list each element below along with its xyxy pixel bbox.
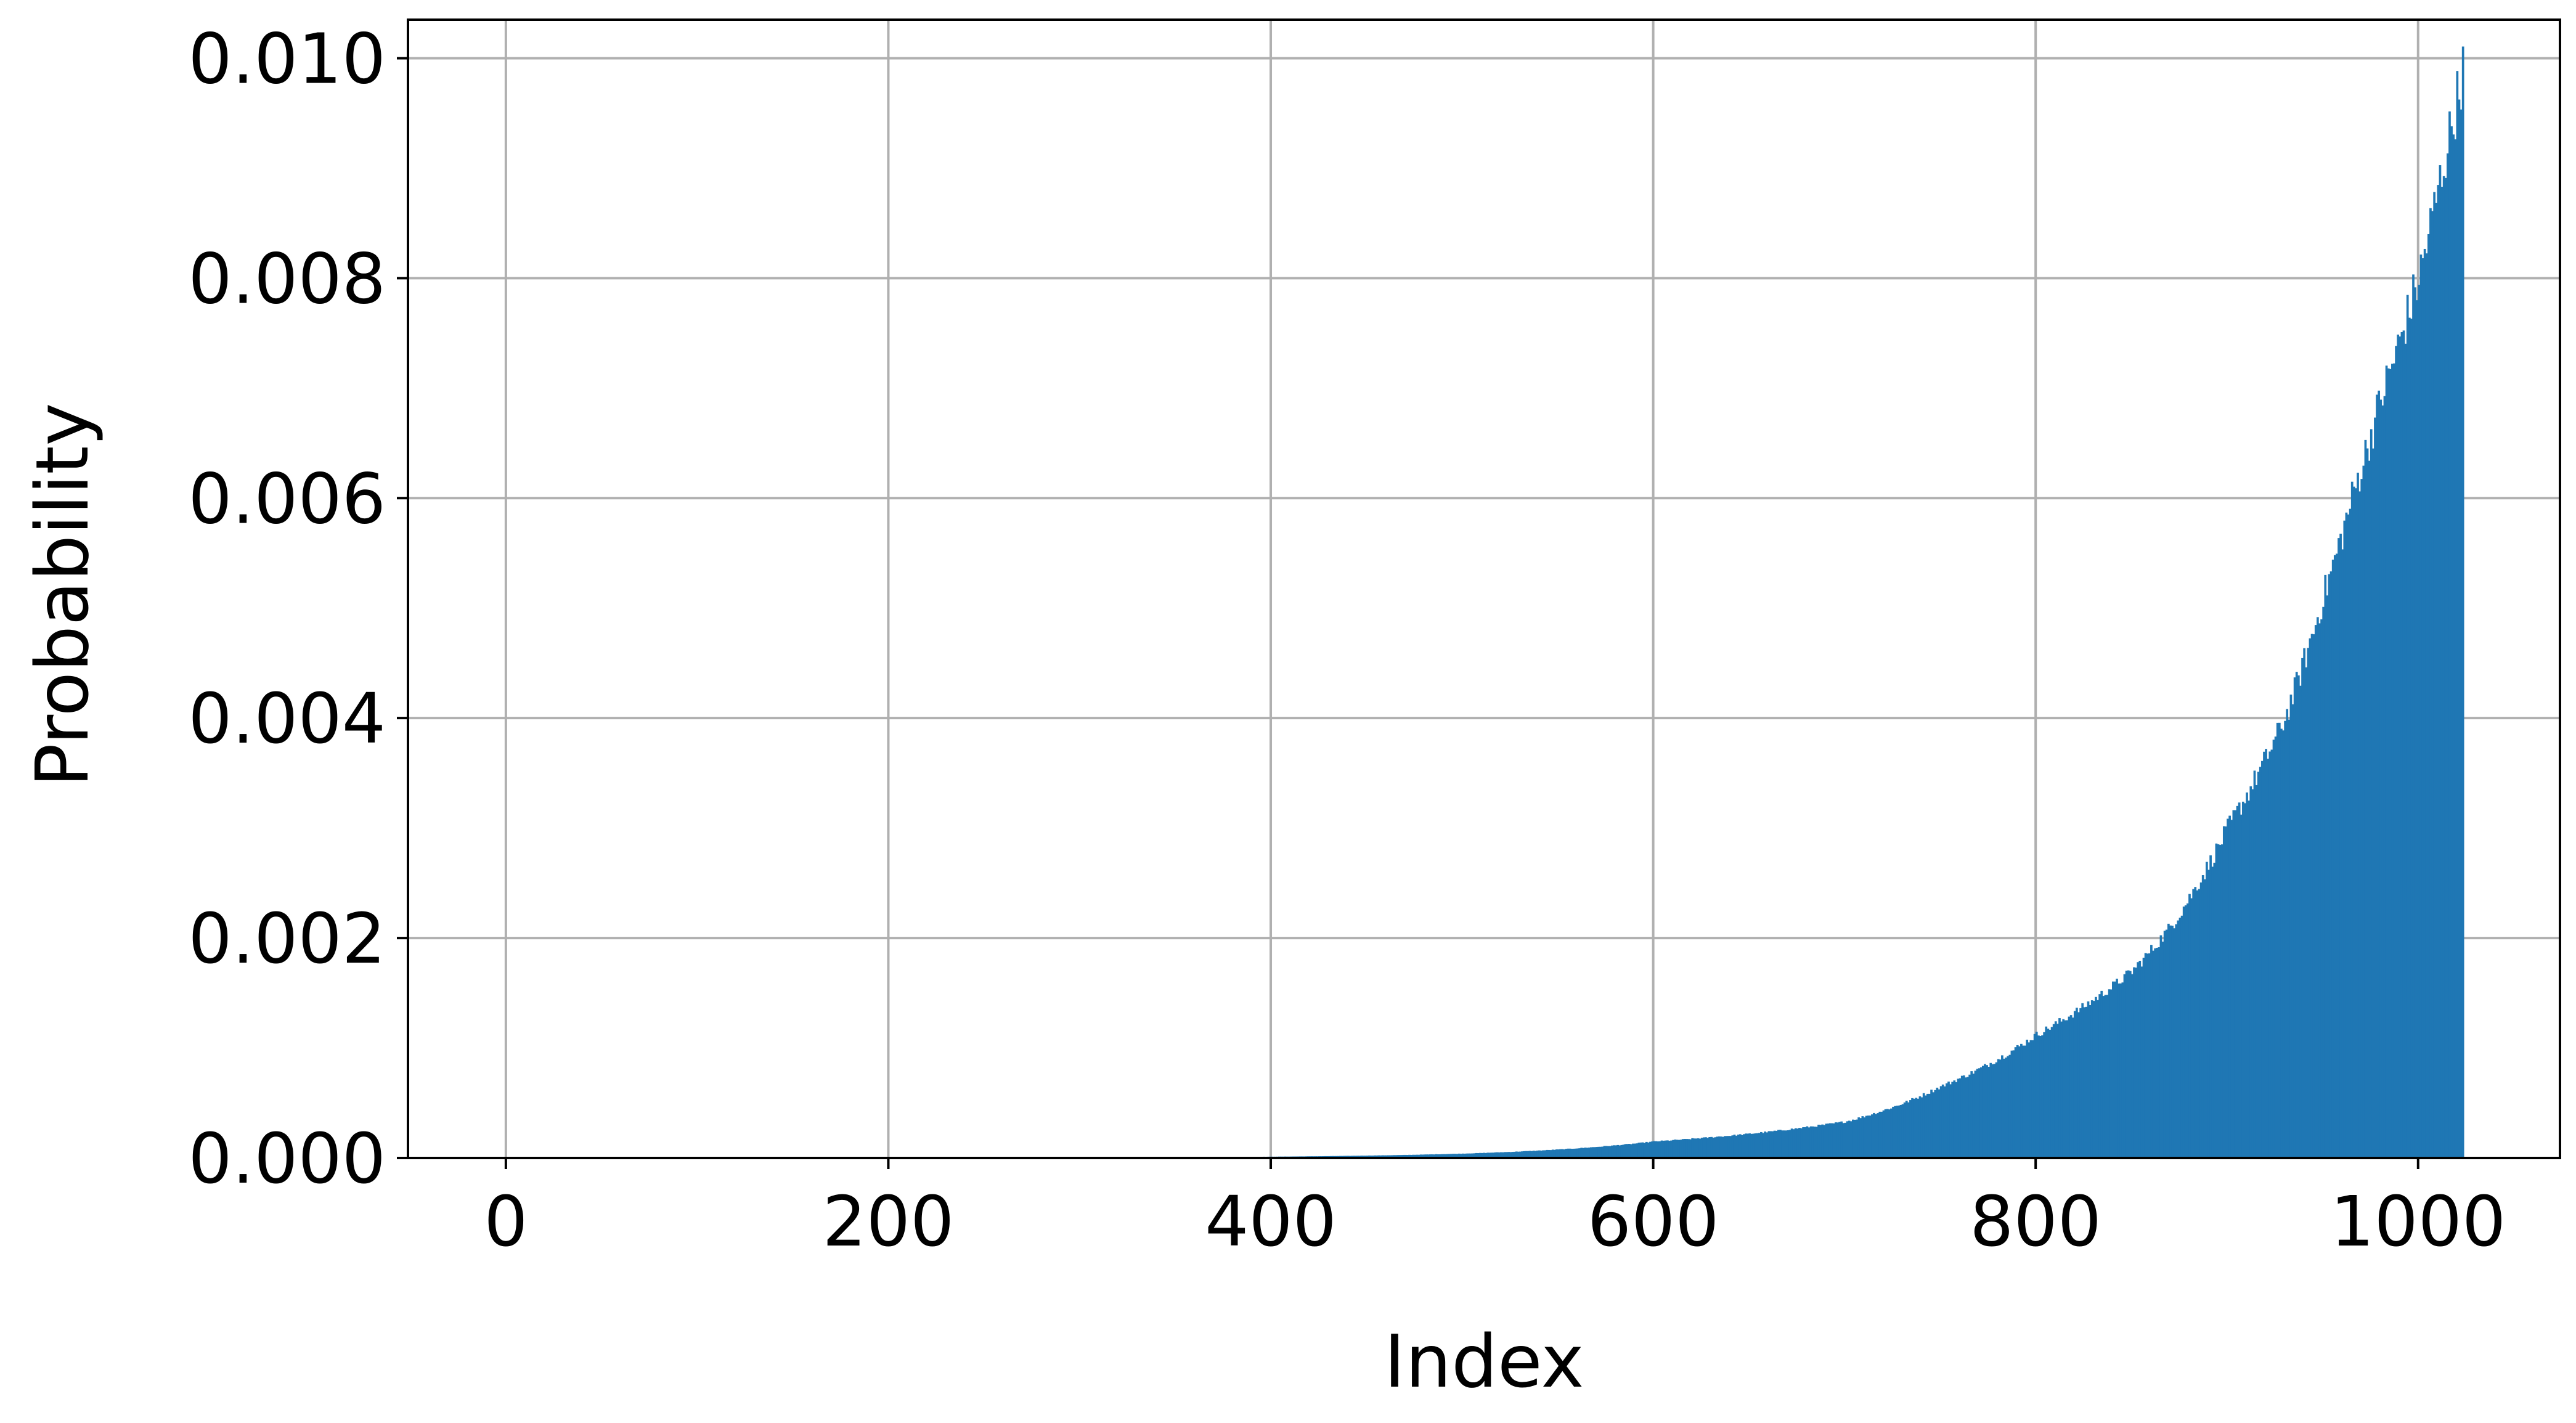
- y-tick-label-2: 0.004: [188, 679, 386, 759]
- y-axis-label: Probability: [20, 403, 105, 788]
- x-tick-label-0: 0: [484, 1182, 528, 1262]
- y-tick-label-3: 0.006: [188, 459, 386, 539]
- x-tick-label-3: 600: [1588, 1182, 1719, 1262]
- y-tick-label-4: 0.008: [188, 239, 386, 319]
- bar: [2462, 47, 2464, 1158]
- x-axis-label: Index: [1384, 1319, 1584, 1404]
- x-tick-label-4: 800: [1970, 1182, 2101, 1262]
- x-tick-label-5: 1000: [2330, 1182, 2506, 1262]
- y-tick-label-5: 0.010: [188, 19, 386, 99]
- probability-bars: [508, 47, 2464, 1158]
- y-tick-label-0: 0.000: [188, 1119, 386, 1199]
- x-tick-label-1: 200: [823, 1182, 955, 1262]
- y-tick-label-1: 0.002: [188, 899, 386, 979]
- x-tick-label-2: 400: [1205, 1182, 1337, 1262]
